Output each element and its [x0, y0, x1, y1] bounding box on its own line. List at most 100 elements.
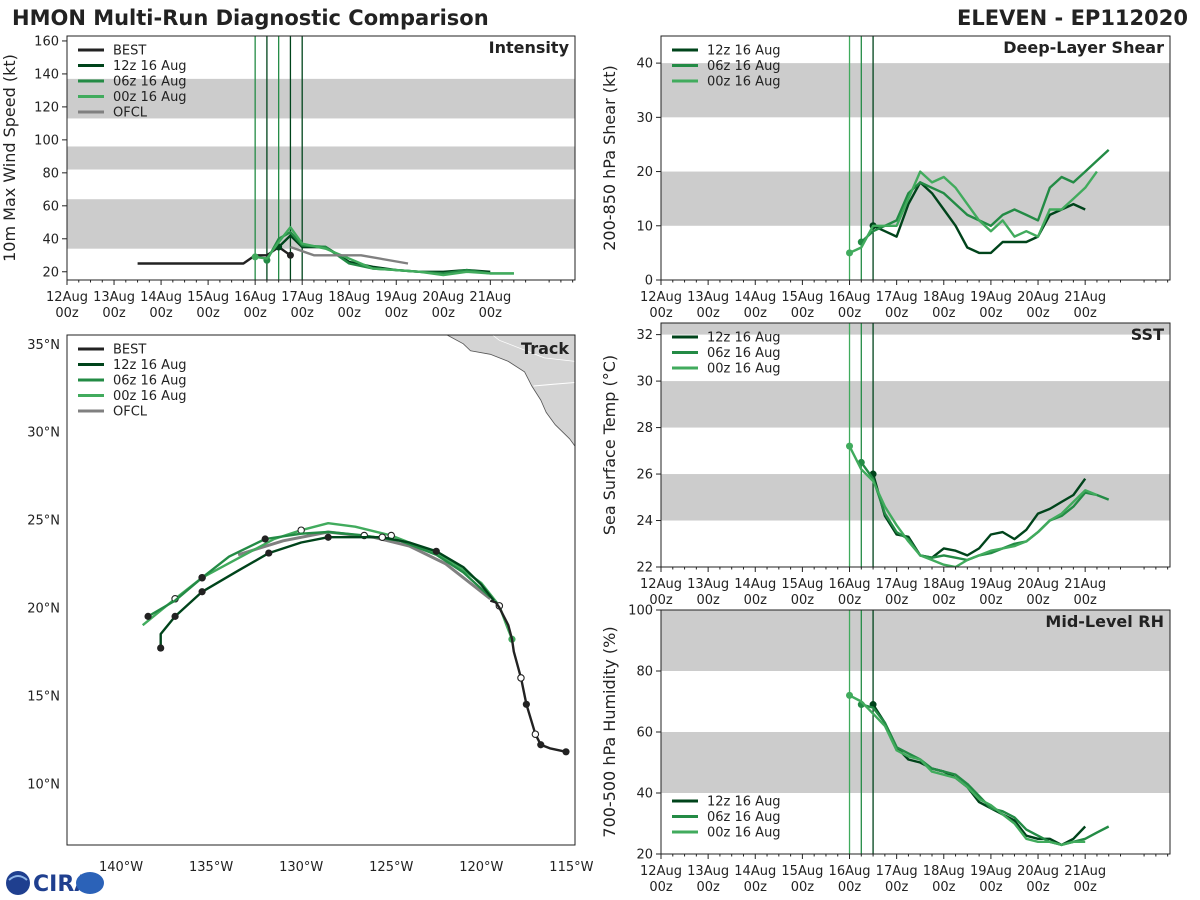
shear-series-12z-16-aug	[872, 181, 1086, 255]
rh-legend-label-00z-16-aug: 00z 16 Aug	[707, 826, 781, 841]
rh-plot-area	[661, 610, 1170, 854]
shear-point-00z-16-aug-0	[846, 249, 854, 257]
rh-band-1	[661, 610, 1170, 671]
sst-xtick-day-4: 16Aug	[829, 577, 871, 592]
sst-xtick-day-1: 13Aug	[687, 577, 729, 592]
shear-xtick-hour-1: 00z	[696, 306, 720, 321]
rh-title: Mid-Level RH	[1045, 612, 1164, 631]
track-legend-label-06z-16-aug: 06z 16 Aug	[113, 374, 187, 389]
intensity-xtick-day-4: 16Aug	[234, 290, 276, 305]
rh-xtick-hour-9: 00z	[1073, 880, 1097, 895]
sst-legend-label-00z-16-aug: 00z 16 Aug	[707, 362, 781, 377]
track-lon-label-115: 115°W	[549, 860, 593, 875]
sst-panel: 22242628303212Aug00z13Aug00z14Aug00z15Au…	[600, 322, 1171, 608]
track-lat-label-25: 25°N	[27, 514, 60, 529]
rh-xtick-day-1: 13Aug	[687, 864, 729, 879]
sst-xtick-day-7: 19Aug	[970, 577, 1012, 592]
sst-xtick-hour-0: 00z	[649, 593, 673, 608]
track-legend-label-00z-16-aug: 00z 16 Aug	[113, 389, 187, 404]
intensity-ytick-label-20: 20	[42, 265, 59, 280]
shear-ylabel: 200-850 hPa Shear (kt)	[600, 65, 619, 251]
rh-xtick-day-0: 12Aug	[640, 864, 682, 879]
shear-legend-label-12z-16-aug: 12z 16 Aug	[707, 44, 781, 59]
sst-band-2	[661, 323, 1170, 335]
sst-frame	[660, 322, 1171, 568]
rh-ytick-label-80: 80	[636, 665, 653, 680]
sst-title: SST	[1131, 325, 1164, 344]
shear-ytick-label-40: 40	[636, 57, 653, 72]
intensity-band-1	[67, 146, 575, 170]
shear-xtick-hour-4: 00z	[838, 306, 862, 321]
sst-legend-label-12z-16-aug: 12z 16 Aug	[707, 331, 781, 346]
rh-ytick-label-100: 100	[628, 604, 653, 619]
intensity-xtick-hour-9: 00z	[479, 306, 503, 321]
track-marker-open-best	[517, 674, 525, 682]
track-panel: 10°N 15°N 20°N 25°N 30°N 35°N 140°W 135°W 130°W 1…	[27, 334, 594, 875]
intensity-xtick-hour-0: 00z	[55, 306, 79, 321]
rh-xtick-day-2: 14Aug	[734, 864, 776, 879]
rh-xtick-day-4: 16Aug	[829, 864, 871, 879]
track-title: Track	[521, 339, 569, 358]
intensity-legend-label-ofcl: OFCL	[113, 106, 148, 121]
rh-ytick-label-60: 60	[636, 726, 653, 741]
sst-xtick-hour-6: 00z	[932, 593, 956, 608]
shear-ytick-label-20: 20	[636, 165, 653, 180]
intensity-xtick-hour-5: 00z	[290, 306, 314, 321]
rh-xtick-hour-0: 00z	[649, 880, 673, 895]
state-border	[492, 335, 575, 362]
track-marker-filled-12z-16-aug	[324, 533, 332, 541]
intensity-xtick-hour-4: 00z	[243, 306, 267, 321]
shear-xtick-day-1: 13Aug	[687, 290, 729, 305]
track-lon-label-130: 130°W	[279, 860, 323, 875]
track-marker-filled-06z-16-aug	[261, 535, 269, 543]
track-lat-label-15: 15°N	[27, 690, 60, 705]
intensity-series-00z-16-aug	[254, 225, 514, 277]
rh-xtick-hour-1: 00z	[696, 880, 720, 895]
sst-ytick-label-30: 30	[636, 375, 653, 390]
shear-xtick-day-4: 16Aug	[829, 290, 871, 305]
sst-series-12z-16-aug	[871, 473, 1087, 559]
track-lat-label-30: 30°N	[27, 426, 60, 441]
shear-xtick-hour-8: 00z	[1026, 306, 1050, 321]
track-legend-label-best: BEST	[113, 343, 146, 358]
intensity-xtick-day-1: 13Aug	[93, 290, 135, 305]
intensity-xtick-day-7: 19Aug	[375, 290, 417, 305]
track-legend-label-ofcl: OFCL	[113, 405, 148, 420]
track-marker-filled-best	[522, 700, 530, 708]
intensity-band-2	[67, 78, 575, 119]
intensity-xtick-hour-8: 00z	[432, 306, 456, 321]
shear-xtick-hour-2: 00z	[744, 306, 768, 321]
intensity-xtick-day-2: 14Aug	[140, 290, 182, 305]
intensity-xtick-day-3: 15Aug	[187, 290, 229, 305]
intensity-legend-label-best: BEST	[113, 44, 146, 59]
shear-xtick-hour-9: 00z	[1073, 306, 1097, 321]
intensity-xtick-hour-7: 00z	[385, 306, 409, 321]
cira-logo: CIRA	[6, 871, 104, 897]
rh-xtick-hour-3: 00z	[791, 880, 815, 895]
track-lat-label-35: 35°N	[27, 338, 60, 353]
figure-title: HMON Multi-Run Diagnostic Comparison	[12, 6, 489, 30]
shear-xtick-day-2: 14Aug	[734, 290, 776, 305]
sst-xtick-hour-3: 00z	[791, 593, 815, 608]
shear-series-00z-16-aug	[849, 170, 1098, 254]
shear-legend-label-06z-16-aug: 06z 16 Aug	[707, 59, 781, 74]
sst-band-0	[661, 474, 1170, 521]
intensity-series-ofcl	[290, 245, 409, 265]
track-marker-filled-12z-16-aug	[265, 549, 273, 557]
sst-xtick-day-2: 14Aug	[734, 577, 776, 592]
land-mass	[446, 335, 575, 503]
intensity-ytick-label-80: 80	[42, 166, 59, 181]
sst-xtick-day-0: 12Aug	[640, 577, 682, 592]
shear-xtick-day-8: 20Aug	[1017, 290, 1059, 305]
intensity-ytick-label-140: 140	[34, 67, 59, 82]
rh-xtick-day-8: 20Aug	[1017, 864, 1059, 879]
sst-legend-label-06z-16-aug: 06z 16 Aug	[707, 346, 781, 361]
shear-xtick-day-6: 18Aug	[923, 290, 965, 305]
shear-band-1	[661, 63, 1170, 118]
shear-plot-area	[661, 36, 1170, 280]
sst-xtick-hour-2: 00z	[744, 593, 768, 608]
track-marker-filled-12z-16-aug	[198, 588, 206, 596]
intensity-xtick-day-8: 20Aug	[422, 290, 464, 305]
intensity-xtick-hour-2: 00z	[149, 306, 173, 321]
